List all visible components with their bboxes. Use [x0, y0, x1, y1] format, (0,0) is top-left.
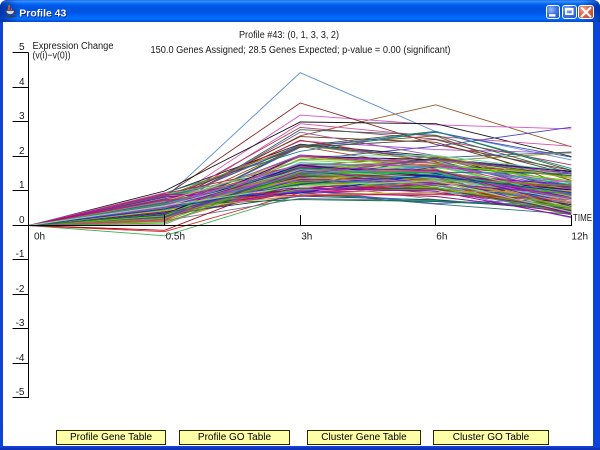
svg-text:5: 5	[19, 42, 25, 53]
svg-text:2: 2	[19, 146, 25, 157]
svg-text:0: 0	[19, 215, 25, 226]
svg-text:150.0 Genes Assigned; 28.5 Gen: 150.0 Genes Assigned; 28.5 Genes Expecte…	[151, 45, 451, 56]
svg-text:6h: 6h	[436, 232, 447, 243]
svg-text:-2: -2	[16, 284, 25, 295]
svg-text:3h: 3h	[301, 232, 312, 243]
svg-text:Profile #43: (0, 1, 3, 3, 2): Profile #43: (0, 1, 3, 3, 2)	[239, 30, 339, 41]
svg-text:-1: -1	[16, 249, 25, 260]
svg-text:-3: -3	[16, 318, 25, 329]
svg-text:0.5h: 0.5h	[166, 232, 185, 243]
svg-text:Profile 43: Profile 43	[20, 9, 67, 21]
svg-text:-4: -4	[16, 353, 25, 364]
svg-text:1: 1	[19, 180, 25, 191]
svg-text:0h: 0h	[34, 232, 45, 243]
svg-text:12h: 12h	[571, 232, 588, 243]
svg-text:TIME: TIME	[573, 213, 592, 224]
svg-text:4: 4	[19, 77, 25, 88]
svg-text:(v(i)−v(0)): (v(i)−v(0))	[33, 51, 71, 62]
svg-text:3: 3	[19, 111, 25, 122]
svg-text:-5: -5	[16, 387, 25, 398]
svg-text:Profile 43: Profile 43	[19, 8, 66, 20]
svg-text:Expression Change: Expression Change	[33, 41, 114, 52]
